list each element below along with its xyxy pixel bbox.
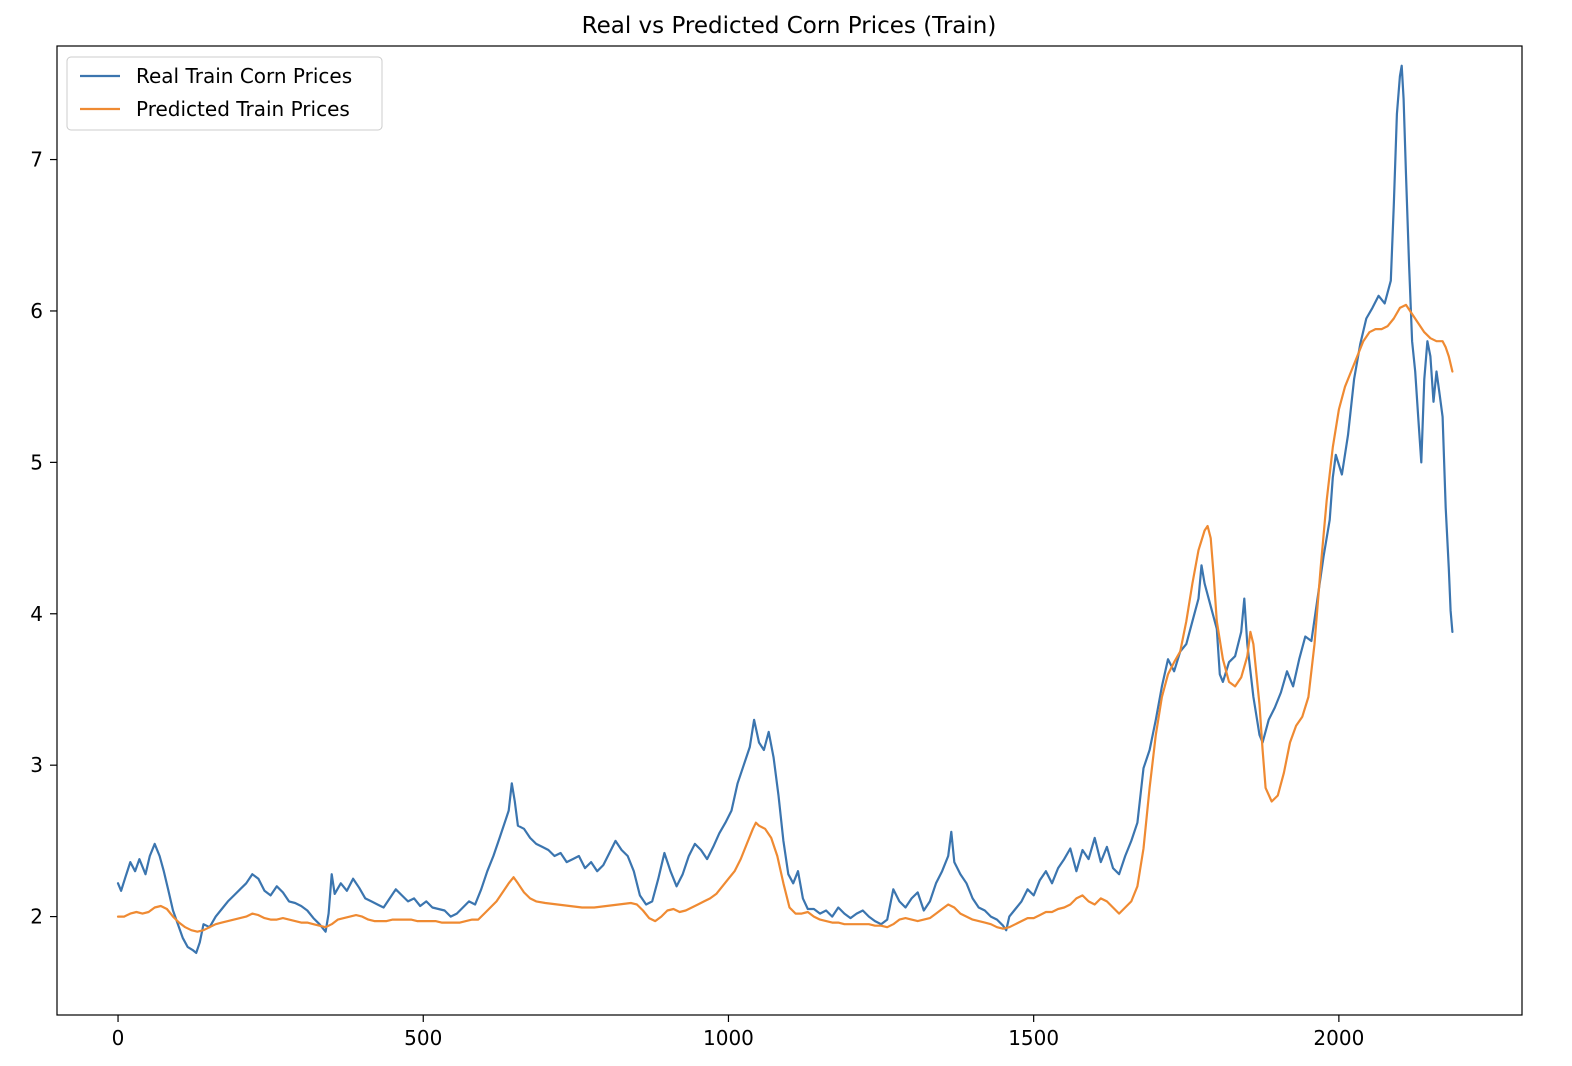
x-tick-label: 2000	[1313, 1026, 1364, 1050]
x-tick-label: 500	[404, 1026, 442, 1050]
legend-box	[66, 56, 383, 131]
y-axis: 2 3 4 5 6 7	[30, 148, 57, 929]
y-tick-label: 2	[30, 905, 43, 929]
plot-frame	[56, 45, 1523, 1016]
y-tick-label: 7	[30, 148, 43, 172]
series-layer	[116, 64, 1454, 954]
series-line-2	[116, 303, 1454, 933]
chart-title: Real vs Predicted Corn Prices (Train)	[582, 13, 997, 39]
x-axis: 0 500 1000 1500 2000	[112, 1015, 1364, 1050]
y-tick-label: 4	[30, 602, 43, 626]
legend-label-2: Predicted Train Prices	[136, 97, 350, 121]
x-tick-label: 1000	[703, 1026, 754, 1050]
legend-label-1: Real Train Corn Prices	[136, 64, 352, 88]
x-tick-label: 1500	[1008, 1026, 1059, 1050]
x-tick-label: 0	[112, 1026, 125, 1050]
legend: Real Train Corn Prices Predicted Train Pr…	[66, 56, 383, 131]
y-tick-label: 5	[30, 450, 43, 474]
y-tick-label: 3	[30, 753, 43, 777]
series-line-1	[116, 64, 1454, 954]
y-tick-label: 6	[30, 299, 43, 323]
